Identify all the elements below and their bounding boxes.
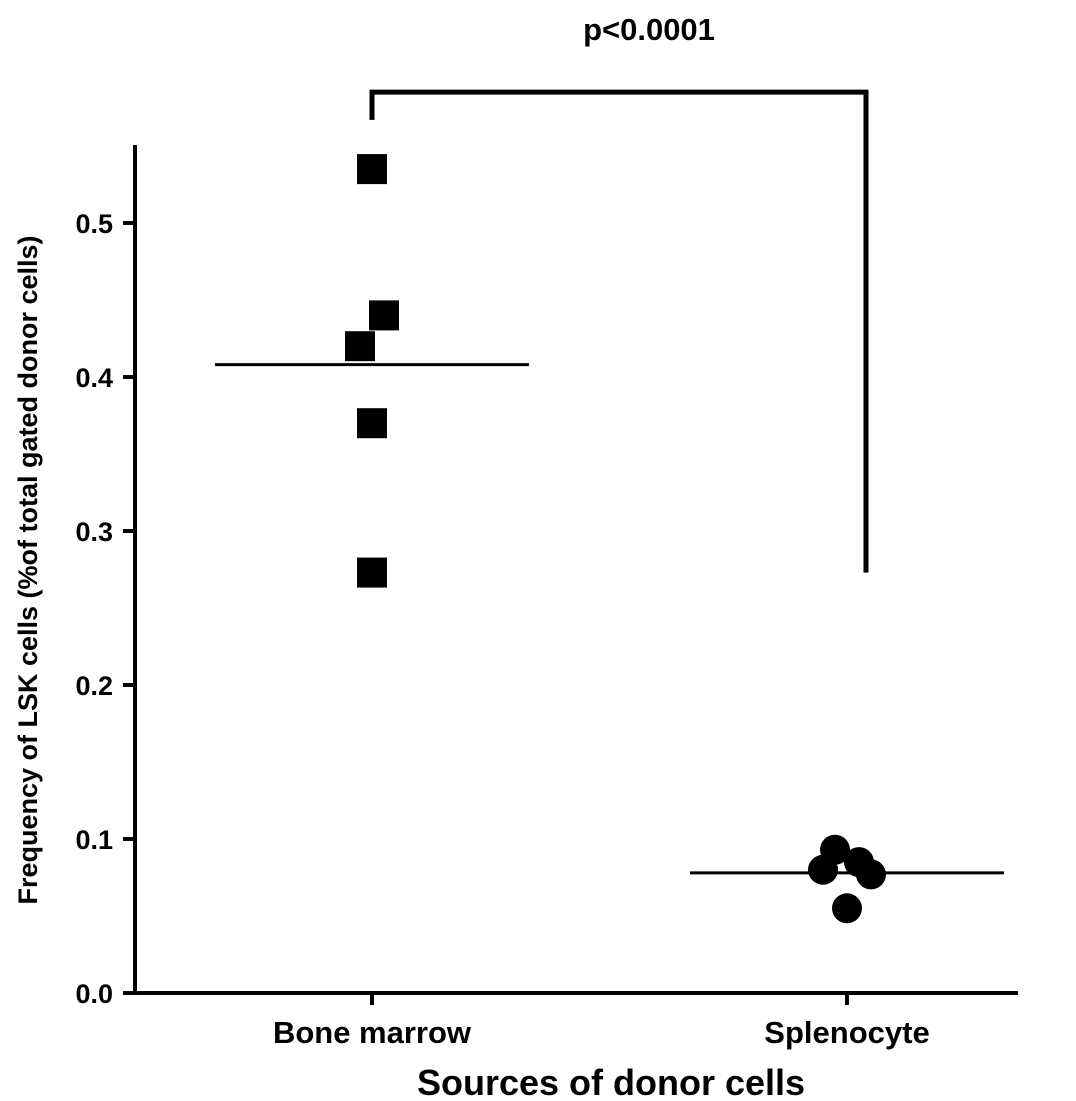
y-axis-label: Frequency of LSK cells (%of total gated …	[13, 235, 43, 904]
y-tick-label: 0.1	[75, 825, 113, 855]
data-points	[345, 154, 886, 924]
data-point-circle	[832, 893, 862, 924]
data-point-circle	[808, 854, 838, 885]
y-tick-label: 0.0	[75, 979, 113, 1009]
data-point-square	[369, 300, 399, 331]
y-tick-label: 0.2	[75, 671, 113, 701]
y-tick-label: 0.5	[75, 209, 113, 239]
y-ticks: 0.0 0.1 0.2 0.3 0.4 0.5	[75, 209, 135, 1009]
data-point-square	[345, 331, 375, 362]
p-value-label: p<0.0001	[583, 12, 715, 47]
significance-annotation: p<0.0001	[369, 12, 869, 573]
axes	[133, 145, 1018, 995]
data-point-square	[357, 154, 387, 185]
significance-bracket	[369, 89, 869, 573]
x-tick-label: Bone marrow	[273, 1015, 472, 1050]
y-tick-label: 0.3	[75, 517, 113, 547]
y-tick-label: 0.4	[75, 363, 113, 393]
data-point-square	[357, 408, 387, 439]
data-point-square	[357, 557, 387, 588]
mean-lines	[215, 363, 1004, 875]
data-point-circle	[856, 859, 886, 890]
x-tick-label: Splenocyte	[764, 1015, 929, 1050]
x-axis-label: Sources of donor cells	[417, 1062, 805, 1101]
x-categories: Bone marrow Splenocyte	[273, 993, 930, 1050]
